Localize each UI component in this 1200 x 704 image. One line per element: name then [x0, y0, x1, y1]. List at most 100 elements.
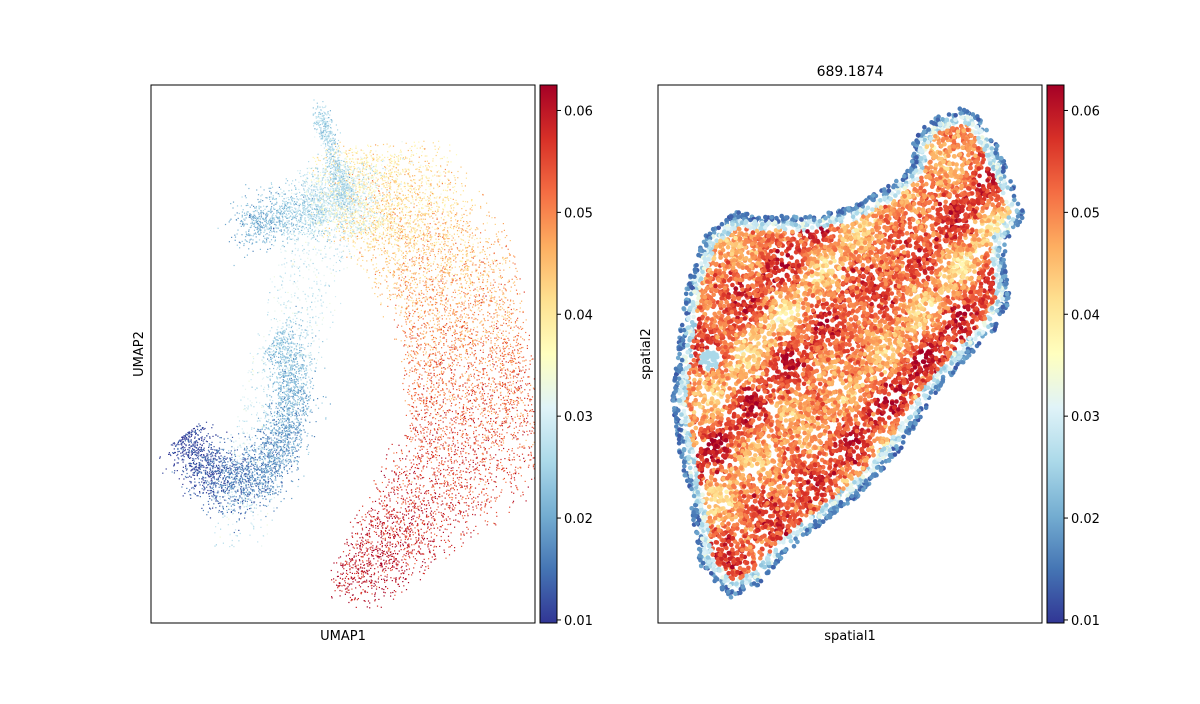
data-point [357, 213, 359, 215]
data-point [474, 442, 476, 444]
data-point [436, 324, 439, 326]
data-point [426, 405, 428, 407]
data-point [388, 478, 390, 481]
data-point [434, 314, 436, 316]
data-point [359, 537, 361, 539]
data-point [346, 215, 348, 217]
data-point [490, 408, 492, 410]
data-point [463, 220, 465, 223]
data-point [389, 185, 391, 188]
data-point [459, 397, 461, 399]
data-point [364, 231, 367, 234]
data-point [465, 498, 467, 500]
data-point [387, 238, 390, 241]
data-point [490, 418, 492, 420]
data-point [455, 324, 457, 327]
data-point [477, 309, 479, 311]
data-point [382, 502, 384, 504]
data-point [339, 244, 341, 246]
data-point [466, 324, 468, 327]
data-point [381, 523, 383, 525]
data-point [428, 227, 431, 229]
data-point [271, 485, 273, 487]
data-point [226, 516, 228, 518]
data-point [404, 485, 406, 487]
data-point [395, 567, 397, 570]
data-point [387, 151, 389, 153]
data-point [482, 415, 484, 417]
data-point [397, 260, 399, 262]
data-point [451, 204, 453, 206]
data-point [433, 346, 435, 348]
data-point [297, 267, 299, 269]
data-point [344, 588, 347, 590]
data-point [351, 583, 353, 585]
data-point [514, 336, 516, 338]
data-point [403, 518, 405, 521]
data-point [304, 293, 306, 295]
data-point [459, 353, 461, 355]
data-point [457, 303, 459, 305]
data-point [300, 326, 302, 328]
data-point [373, 217, 375, 219]
data-point [360, 549, 362, 551]
data-point [467, 246, 469, 248]
data-point [374, 227, 376, 229]
data-point [415, 369, 417, 371]
data-point [364, 591, 366, 593]
data-point [478, 300, 481, 302]
data-point [353, 184, 355, 186]
data-point [452, 255, 454, 258]
data-point [430, 429, 432, 431]
data-point [486, 524, 488, 526]
data-point [389, 180, 391, 182]
data-point [390, 208, 392, 210]
data-point [345, 219, 347, 221]
data-point [393, 478, 395, 480]
data-point [485, 330, 487, 332]
data-point [439, 487, 441, 489]
data-point [435, 197, 437, 199]
data-point [481, 478, 483, 480]
data-point [328, 227, 330, 229]
data-point [305, 197, 307, 199]
data-point [432, 456, 434, 458]
data-point [436, 218, 438, 220]
data-point [292, 318, 294, 320]
data-point [423, 520, 425, 522]
data-point [408, 552, 410, 554]
data-point [500, 324, 502, 326]
data-point [358, 568, 360, 570]
data-point [499, 262, 501, 264]
data-point [350, 176, 352, 178]
data-point [214, 545, 216, 547]
data-point [451, 507, 453, 509]
data-point [442, 445, 444, 447]
data-point [468, 377, 470, 379]
data-point [529, 423, 531, 425]
data-point [442, 271, 444, 273]
data-point [505, 353, 507, 356]
data-point [482, 330, 484, 333]
data-point [503, 302, 506, 304]
data-point [462, 384, 464, 386]
data-point [413, 241, 415, 243]
data-point [439, 146, 441, 148]
data-point [350, 543, 352, 545]
data-point [384, 495, 386, 497]
data-point [505, 377, 507, 380]
data-point [391, 569, 393, 571]
data-point [267, 388, 269, 390]
data-point [404, 222, 406, 224]
data-point [417, 334, 419, 336]
data-point [442, 417, 444, 419]
data-point [427, 388, 430, 390]
data-point [324, 209, 326, 212]
data-point [490, 368, 492, 371]
data-point [394, 232, 396, 234]
data-point [463, 313, 465, 315]
data-point [481, 309, 483, 311]
data-point [319, 290, 321, 292]
data-point [393, 218, 395, 220]
data-point [462, 257, 464, 259]
